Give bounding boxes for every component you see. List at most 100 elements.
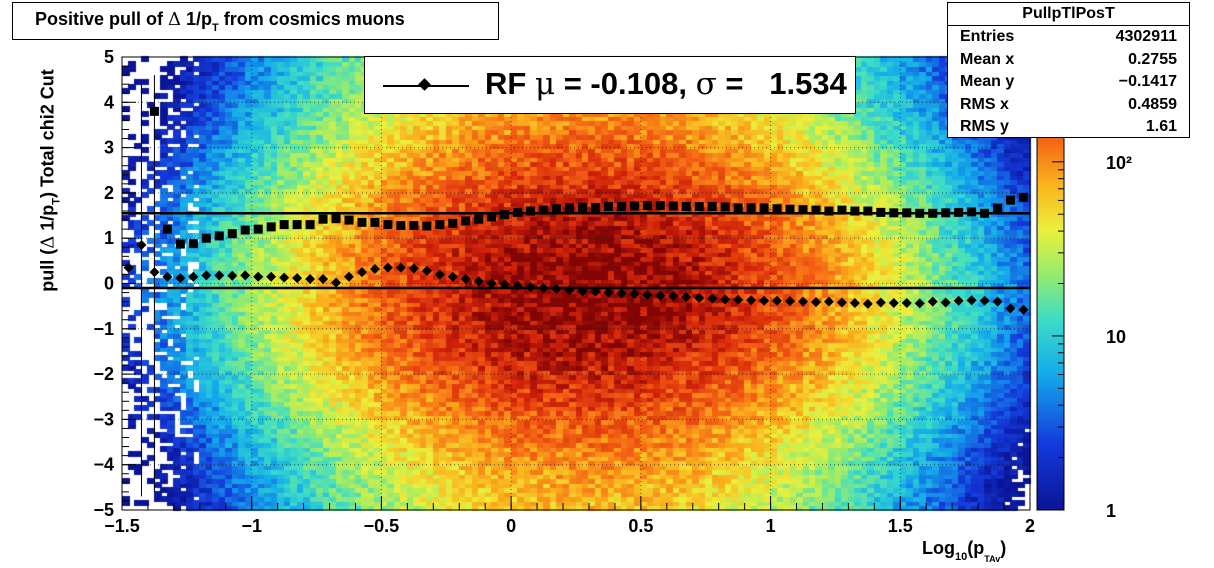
mean-marker: [901, 297, 912, 308]
mean-marker: [331, 277, 342, 288]
stats-row: RMS y 1.61: [948, 116, 1189, 139]
mean-marker: [279, 272, 290, 283]
sigma-marker: [577, 202, 587, 212]
x-tick-label: 2: [1025, 516, 1035, 536]
sigma-marker: [694, 201, 704, 211]
mean-marker: [810, 297, 821, 308]
sigma-marker: [603, 201, 613, 211]
mean-marker: [447, 271, 458, 282]
x-tick-label: −1: [241, 516, 262, 536]
sigma-marker: [1019, 192, 1029, 202]
y-tick-label: −3: [93, 409, 114, 429]
sigma-marker: [240, 225, 250, 235]
mean-marker: [603, 287, 614, 298]
sigma-marker: [733, 203, 743, 213]
mean-marker: [344, 271, 354, 282]
y-tick-label: 4: [104, 92, 114, 112]
y-tick-label: −5: [93, 500, 114, 520]
mean-marker: [707, 293, 718, 304]
sigma-marker: [539, 205, 549, 215]
mean-marker: [369, 264, 380, 275]
sigma-marker: [331, 214, 341, 224]
mean-marker: [201, 270, 212, 281]
mean-marker: [564, 285, 575, 296]
y-tick-label: −1: [93, 319, 114, 339]
sigma-marker: [811, 205, 821, 215]
sigma-marker: [941, 208, 951, 218]
mean-marker: [759, 295, 770, 306]
sigma-marker: [902, 208, 912, 218]
sigma-marker: [188, 239, 198, 249]
sigma-marker: [305, 220, 315, 230]
stats-row: Mean y −0.1417: [948, 71, 1189, 94]
stats-label: RMS x: [960, 95, 1009, 113]
mean-marker: [681, 292, 692, 303]
mean-marker: [668, 291, 679, 302]
mean-marker: [434, 269, 445, 280]
x-tick-label: −0.5: [364, 516, 400, 536]
sigma-marker: [500, 210, 510, 220]
sigma-marker: [214, 231, 224, 241]
sigma-marker: [837, 205, 847, 215]
stats-value: 1.61: [1145, 118, 1177, 135]
y-tick-label: 0: [104, 274, 114, 294]
sigma-marker: [863, 206, 873, 216]
mean-marker: [149, 267, 160, 278]
sigma-marker: [785, 204, 795, 214]
y-tick-label: 1: [104, 228, 114, 248]
stats-label: Mean y: [960, 73, 1015, 90]
sigma-marker: [253, 224, 263, 234]
mean-marker: [188, 271, 199, 282]
x-tick-label: 0.5: [628, 516, 653, 536]
legend-marker-sample: [418, 78, 431, 91]
mean-marker: [1005, 303, 1016, 314]
mean-marker: [162, 271, 173, 282]
mean-marker: [746, 295, 757, 306]
sigma-marker: [889, 208, 899, 218]
mean-marker: [395, 262, 406, 273]
mean-marker: [590, 286, 601, 297]
y-tick-label: −2: [93, 364, 114, 384]
mean-marker: [356, 267, 367, 278]
mean-marker: [940, 297, 951, 308]
sigma-marker: [720, 202, 730, 212]
sigma-marker: [292, 220, 302, 230]
mean-marker: [966, 295, 977, 306]
mean-marker: [823, 296, 834, 307]
sigma-marker: [396, 221, 406, 231]
sigma-marker: [201, 233, 211, 243]
mean-marker: [266, 271, 277, 282]
sigma-marker: [967, 207, 977, 217]
sigma-marker: [227, 229, 237, 239]
sigma-marker: [668, 201, 678, 211]
sigma-marker: [344, 215, 354, 225]
sigma-marker: [772, 204, 782, 214]
sigma-marker: [487, 212, 497, 222]
mean-marker: [927, 296, 938, 307]
sigma-marker: [513, 207, 523, 217]
mean-marker: [525, 282, 536, 293]
mean-marker: [486, 278, 497, 289]
mean-marker: [914, 298, 925, 309]
chart-title-box: Positive pull of Δ 1/pT from cosmics muo…: [12, 2, 499, 40]
sigma-marker: [993, 203, 1003, 213]
mean-marker: [642, 289, 653, 300]
sigma-marker: [383, 220, 393, 230]
sigma-marker: [629, 201, 639, 211]
sigma-marker: [474, 214, 484, 224]
x-tick-label: 1: [766, 516, 776, 536]
sigma-marker: [422, 221, 432, 231]
x-tick-label: 0: [506, 516, 516, 536]
sigma-marker: [954, 207, 964, 217]
sigma-marker: [590, 202, 600, 212]
mean-marker: [175, 273, 186, 284]
sigma-marker: [526, 206, 536, 216]
stats-value: 4302911: [1115, 28, 1177, 45]
sigma-marker: [552, 204, 562, 214]
mean-marker: [473, 276, 484, 287]
y-tick-label: −4: [93, 455, 114, 475]
mean-marker: [253, 271, 264, 282]
colorbar-label: 10²: [1106, 153, 1132, 173]
sigma-marker: [435, 220, 445, 230]
mean-marker: [214, 270, 225, 281]
